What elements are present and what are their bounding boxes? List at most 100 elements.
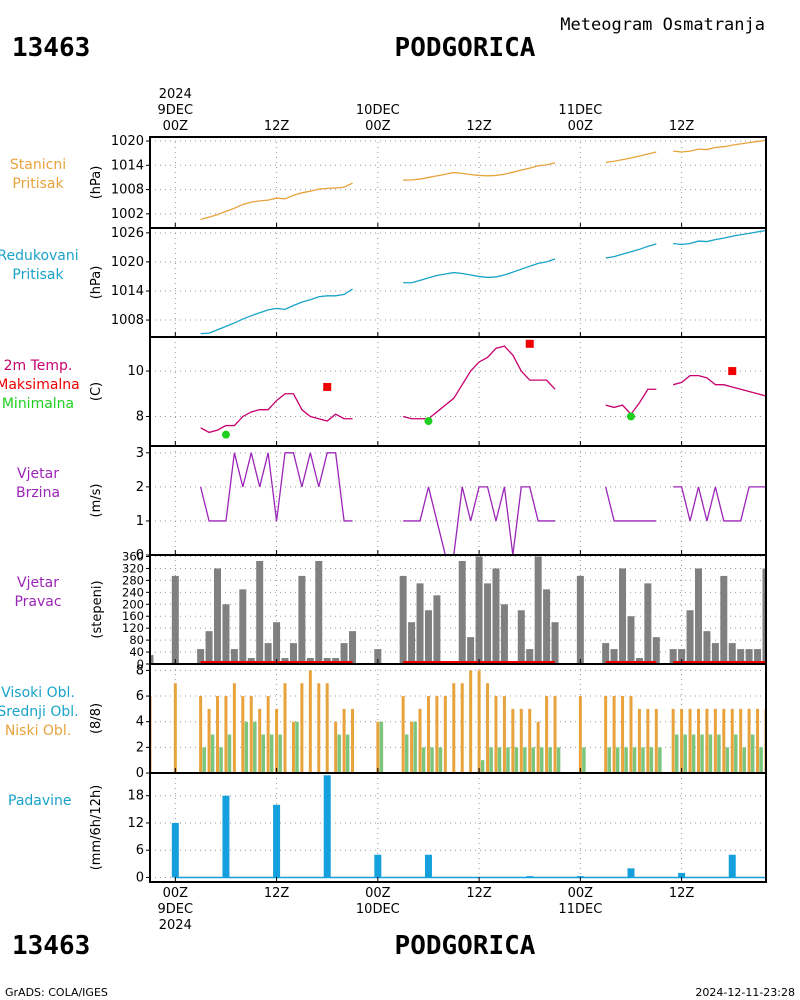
wind-direction-bar <box>340 643 348 664</box>
y-tick-label: 120 <box>122 621 144 635</box>
wind-direction-bar <box>669 649 677 664</box>
cloud-mid-bar <box>227 734 232 773</box>
max-temp-marker <box>323 382 332 391</box>
panel-frame <box>149 445 767 556</box>
wind-direction-bar <box>315 560 323 664</box>
precip-bar <box>424 854 432 878</box>
wind-direction-bar <box>349 631 357 664</box>
time-label-top: 10DEC <box>356 103 400 118</box>
cloud-mid-bar <box>734 734 738 773</box>
cloud-low-bar <box>291 721 295 773</box>
y-tick-label: 280 <box>122 573 144 587</box>
y-tick-label: 40 <box>129 645 144 659</box>
cloud-low-bar <box>258 708 262 773</box>
precip-bar <box>627 868 635 878</box>
cloud-mid-bar <box>708 734 713 773</box>
series-line <box>403 486 556 555</box>
time-label-top: 12Z <box>264 119 290 134</box>
panel-wind_speed: 0 1 2 3 (m/s) Vjetar Brzina <box>16 445 767 563</box>
series-line <box>403 258 556 284</box>
cloud-mid-bar <box>202 747 206 773</box>
y-axis-label: (m/s) <box>89 484 104 518</box>
side-label: Redukovani <box>0 248 79 264</box>
time-label-bottom: 11DEC <box>558 902 602 917</box>
wind-direction-bar <box>424 610 432 664</box>
y-axis-label: (stepeni) <box>90 580 105 638</box>
cloud-low-bar <box>528 708 532 773</box>
cloud-mid-bar <box>556 747 561 773</box>
y-tick-label: 10 <box>127 364 144 379</box>
side-label: Padavine <box>8 793 72 809</box>
cloud-low-bar <box>401 696 405 773</box>
cloud-low-bar <box>325 683 329 773</box>
plot-area-precip <box>171 775 766 879</box>
cloud-low-bar <box>612 696 616 773</box>
time-label-bottom: 00Z <box>163 886 189 901</box>
cloud-low-bar <box>224 696 228 773</box>
cloud-mid-bar <box>548 747 552 773</box>
cloud-mid-bar <box>725 747 730 773</box>
wind-direction-bar <box>534 556 542 664</box>
wind-direction-bar <box>762 568 766 664</box>
cloud-low-bar <box>511 708 515 773</box>
wind-direction-bar <box>273 622 281 664</box>
wind-direction-bar <box>728 643 736 664</box>
side-label: Niski Obl. <box>5 723 71 739</box>
cloud-low-bar <box>637 708 641 773</box>
cloud-low-bar <box>671 708 675 773</box>
cloud-low-bar <box>342 708 346 773</box>
y-tick-label: 1008 <box>111 183 144 198</box>
y-tick-label: 1014 <box>111 284 144 299</box>
precip-bar <box>222 795 230 878</box>
side-label: Vjetar <box>17 466 59 482</box>
time-label-top: 00Z <box>163 119 189 134</box>
wind-direction-bar <box>298 575 306 664</box>
cloud-mid-bar <box>489 747 493 773</box>
cloud-mid-bar <box>345 734 350 773</box>
wind-direction-bar <box>150 655 154 664</box>
y-tick-label: 0 <box>136 548 144 563</box>
y-axis-label: (hPa) <box>89 266 104 300</box>
cloud-mid-bar <box>658 747 662 773</box>
wind-direction-bar <box>433 595 441 664</box>
series-line <box>605 243 657 259</box>
cloud-mid-bar <box>404 734 409 773</box>
cloud-low-bar <box>216 696 220 773</box>
station-name-top: PODGORICA <box>395 33 536 63</box>
cloud-low-bar <box>519 708 523 773</box>
panel-frame <box>149 227 767 338</box>
series-line <box>605 486 657 522</box>
cloud-low-bar <box>486 683 490 773</box>
side-label: Maksimalna <box>0 377 80 393</box>
cloud-low-bar <box>553 696 557 773</box>
station-id-top: 13463 <box>12 33 90 63</box>
wind-direction-bar <box>374 649 382 664</box>
wind-direction-bar <box>289 643 297 664</box>
time-label-bottom: 10DEC <box>356 902 400 917</box>
cloud-mid-bar <box>253 721 257 773</box>
wind-direction-bar <box>171 575 179 664</box>
time-label-top: 9DEC <box>158 103 194 118</box>
precip-bar <box>273 804 281 878</box>
time-label-bottom: 12Z <box>669 886 695 901</box>
y-tick-label: 1008 <box>111 313 144 328</box>
y-tick-label: 240 <box>122 585 144 599</box>
wind-direction-bar <box>737 649 745 664</box>
wind-direction-bar <box>619 568 627 664</box>
wind-direction-bar <box>475 556 483 664</box>
time-label-bottom: 2024 <box>159 918 192 933</box>
wind-direction-bar <box>551 622 559 664</box>
precip-bar <box>728 854 736 878</box>
y-tick-label: 200 <box>122 597 144 611</box>
cloud-mid-bar <box>632 747 637 773</box>
y-tick-label: 0 <box>137 657 144 671</box>
footer-credit: GrADS: COLA/IGES <box>5 986 108 999</box>
cloud-low-bar <box>545 696 549 773</box>
cloud-mid-bar <box>379 721 384 773</box>
wind-direction-bar <box>222 604 230 664</box>
cloud-low-bar <box>646 708 650 773</box>
cloud-low-bar <box>536 721 540 773</box>
precip-bar <box>576 876 584 878</box>
wind-direction-bar <box>686 610 694 664</box>
precip-bar <box>678 872 686 878</box>
